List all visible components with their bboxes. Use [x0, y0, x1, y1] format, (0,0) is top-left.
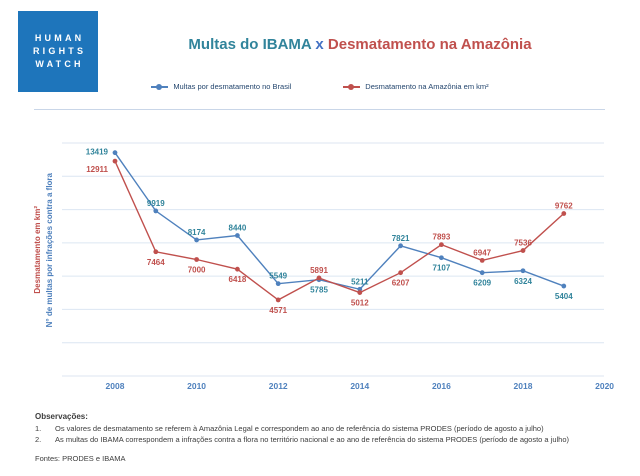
- data-point: [520, 268, 526, 274]
- data-label: 5404: [555, 292, 573, 301]
- data-label: 5012: [351, 299, 369, 308]
- data-label: 6324: [514, 277, 532, 286]
- legend-label: Multas por desmatamento no Brasil: [173, 82, 292, 91]
- data-point: [439, 242, 444, 248]
- footer-notes: Observações: 1. Os valores de desmatamen…: [35, 412, 620, 463]
- chart-title-part2: Desmatamento na Amazônia: [327, 36, 532, 53]
- data-label: 6209: [473, 279, 491, 288]
- data-point: [235, 233, 240, 238]
- chart-legend: Multas por desmatamento no Brasil Desmat…: [0, 82, 640, 91]
- blue-line-marker-icon: [151, 83, 169, 90]
- observation-number: 1.: [35, 424, 42, 433]
- data-label: 6207: [392, 279, 410, 288]
- observation-text: Os valores de desmatamento se referem à …: [55, 424, 544, 433]
- data-point: [153, 249, 159, 255]
- data-point: [275, 281, 281, 287]
- x-tick-label: 2016: [432, 381, 451, 391]
- x-tick-label: 2018: [514, 381, 533, 391]
- sources-line: Fontes: PRODES e IBAMA: [35, 454, 126, 463]
- chart-title-x: x: [315, 36, 324, 53]
- data-label: 9762: [555, 202, 573, 211]
- data-point: [357, 286, 363, 292]
- line-chart: 2008 2010 2012 2014 2016 2018 2020 13419 9919 817…: [62, 142, 614, 391]
- data-point: [561, 211, 567, 216]
- data-label: 7107: [433, 264, 451, 273]
- data-point: [316, 275, 322, 281]
- data-label: 12911: [86, 165, 108, 174]
- data-point: [479, 257, 485, 263]
- observations-title: Observações:: [35, 412, 88, 421]
- data-label: 7821: [392, 234, 410, 243]
- logo-line: RIGHTS: [32, 46, 87, 56]
- data-label: 5549: [269, 272, 287, 281]
- data-label: 7000: [188, 266, 206, 275]
- data-point: [194, 237, 200, 243]
- series-line-0: [114, 152, 565, 291]
- data-point: [275, 297, 281, 303]
- series-line-1: [114, 160, 565, 301]
- data-label: 5785: [310, 286, 328, 295]
- data-point: [112, 150, 118, 156]
- x-tick-label: 2010: [187, 381, 206, 391]
- data-point: [398, 270, 403, 276]
- legend-label: Desmatamento na Amazônia em km²: [365, 82, 489, 91]
- data-label: 7464: [147, 258, 165, 267]
- data-point: [153, 208, 159, 214]
- x-tick-label: 2012: [269, 381, 288, 391]
- x-tick-label: 2020: [595, 381, 614, 391]
- data-label: 7536: [514, 239, 532, 248]
- data-label: 6947: [473, 248, 491, 257]
- observation-item: 2. As multas do IBAMA correspondem a inf…: [35, 434, 620, 445]
- data-point: [520, 248, 526, 253]
- data-point: [439, 255, 444, 261]
- data-label: 8440: [229, 224, 247, 233]
- header-divider: [34, 109, 605, 110]
- logo-line: HUMAN: [34, 33, 85, 43]
- chart-title: Multas do IBAMA x Desmatamento na Amazôn…: [100, 36, 620, 53]
- legend-item-multas: Multas por desmatamento no Brasil: [151, 82, 291, 91]
- data-label: 7893: [433, 233, 451, 242]
- data-label: 6418: [229, 275, 247, 284]
- data-label: 13419: [86, 148, 109, 157]
- data-point: [235, 266, 240, 272]
- red-line-marker-icon: [343, 83, 361, 90]
- x-tick-label: 2008: [106, 381, 125, 391]
- data-point: [479, 270, 485, 276]
- data-point: [357, 290, 363, 295]
- observation-item: 1. Os valores de desmatamento se referem…: [35, 423, 620, 434]
- data-point: [398, 243, 403, 249]
- data-label: 5211: [351, 277, 369, 286]
- data-point: [561, 283, 567, 289]
- hrw-logo: HUMAN RIGHTS WATCH: [18, 11, 98, 92]
- x-tick-label: 2014: [350, 381, 369, 391]
- observation-text: As multas do IBAMA correspondem a infraç…: [55, 435, 570, 444]
- data-label: 4571: [269, 306, 287, 315]
- logo-line: WATCH: [35, 59, 84, 69]
- data-point: [194, 257, 200, 262]
- observation-number: 2.: [35, 435, 42, 444]
- legend-item-desmatamento: Desmatamento na Amazônia em km²: [343, 82, 489, 91]
- data-label: 8174: [188, 228, 206, 237]
- chart-title-part1: Multas do IBAMA: [188, 36, 312, 53]
- data-label: 9919: [147, 199, 165, 208]
- data-point: [112, 158, 118, 164]
- data-label: 5891: [310, 266, 328, 275]
